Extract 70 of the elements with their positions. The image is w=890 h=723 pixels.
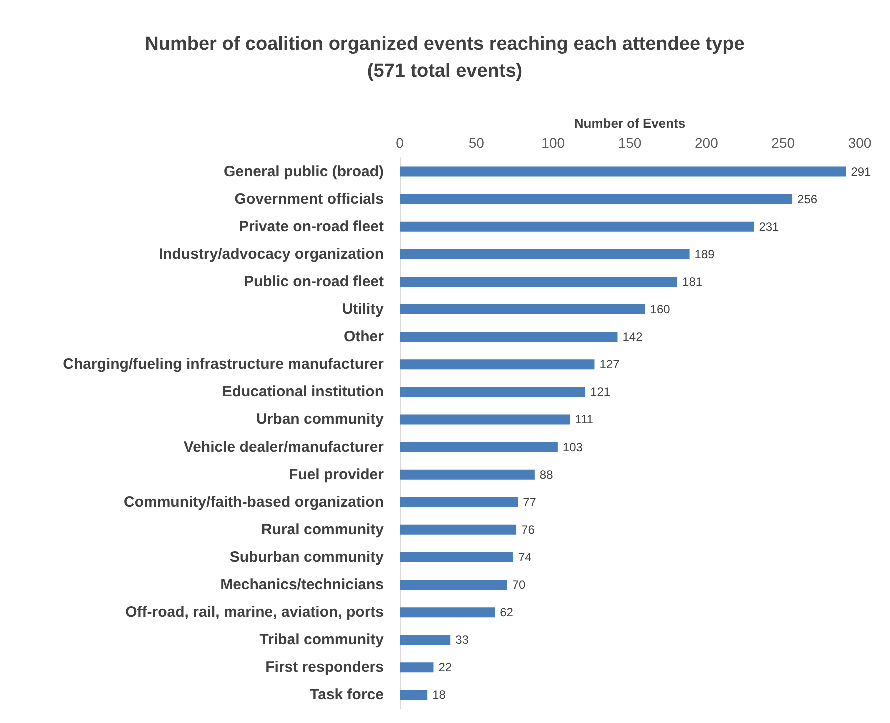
y-tick-label: Fuel provider (288, 466, 384, 484)
y-tick-label: Suburban community (230, 548, 385, 566)
y-tick-label: First responders (266, 659, 384, 676)
y-tick-label: Urban community (256, 411, 385, 428)
bar (400, 524, 517, 535)
bar (400, 304, 646, 315)
bar (400, 470, 535, 480)
bar (400, 662, 434, 673)
bar (400, 608, 496, 618)
y-tick-label: Charging/fueling infrastructure manufacturer (63, 356, 384, 374)
bar (400, 332, 618, 342)
data-label: 127 (600, 358, 620, 372)
y-tick-label: Industry/advocacy organization (158, 246, 384, 263)
data-label: 142 (622, 330, 644, 344)
data-label: 74 (518, 550, 532, 564)
y-tick-label: Task force (310, 686, 384, 704)
data-label: 231 (759, 220, 780, 234)
data-label: 88 (540, 468, 554, 482)
y-tick-label: Community/faith-based organization (124, 494, 384, 511)
bar (400, 552, 514, 562)
bar (400, 387, 586, 398)
data-label: 111 (575, 412, 594, 427)
y-tick-label: Rural community (261, 521, 385, 538)
data-label: 181 (682, 274, 703, 289)
bar (400, 690, 428, 700)
y-tick-label: Utility (342, 301, 385, 318)
y-tick-label: Vehicle dealer/manufacturer (184, 438, 384, 456)
x-tick-label: 200 (694, 135, 719, 151)
data-label: 70 (512, 578, 526, 592)
bar (400, 222, 754, 232)
bar (400, 166, 846, 177)
bar (400, 360, 595, 370)
y-tick-label: General public (broad) (224, 163, 384, 180)
data-label: 189 (694, 247, 716, 262)
data-label: 121 (590, 385, 611, 400)
bar (400, 414, 570, 425)
chart-title: Number of coalition organized events reaching each attendee type (145, 34, 745, 55)
data-label: 62 (500, 606, 514, 620)
bar (400, 194, 793, 204)
y-tick-label: Government officials (234, 190, 384, 208)
bar (400, 497, 518, 508)
bar (400, 442, 558, 452)
data-label: 18 (432, 688, 446, 702)
x-tick-label: 100 (542, 135, 566, 151)
data-label: 291 (851, 164, 872, 179)
bar (400, 635, 451, 646)
y-tick-label: Other (344, 328, 384, 346)
y-tick-label: Mechanics/technicians (220, 576, 384, 594)
x-axis-title: Number of Events (574, 116, 686, 131)
data-label: 160 (650, 302, 671, 317)
data-label: 22 (438, 660, 452, 675)
y-tick-label: Educational institution (222, 384, 384, 401)
data-label: 76 (522, 522, 536, 537)
y-tick-label: Tribal community (260, 632, 385, 649)
data-label: 33 (456, 633, 470, 648)
bar (400, 276, 678, 287)
y-tick-label: Off-road, rail, marine, aviation, ports (126, 604, 384, 622)
x-tick-label: 50 (468, 135, 485, 151)
x-tick-label: 150 (618, 135, 642, 151)
x-tick-label: 250 (772, 135, 796, 151)
x-tick-label: 300 (848, 135, 872, 151)
data-label: 103 (562, 440, 584, 454)
chart-subtitle: (571 total events) (367, 61, 523, 82)
bar (400, 249, 690, 260)
y-tick-label: Private on-road fleet (238, 218, 384, 236)
data-label: 77 (523, 495, 537, 510)
data-label: 256 (798, 192, 818, 206)
x-tick-label: 0 (396, 135, 404, 151)
bar (400, 580, 508, 590)
y-tick-label: Public on-road fleet (244, 273, 384, 290)
